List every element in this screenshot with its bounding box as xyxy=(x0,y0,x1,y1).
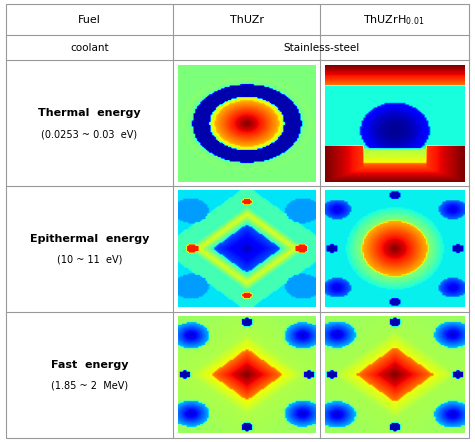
Text: ThUZr: ThUZr xyxy=(229,15,264,25)
Text: (10 ~ 11  eV): (10 ~ 11 eV) xyxy=(57,255,122,265)
Text: Stainless-steel: Stainless-steel xyxy=(283,43,359,53)
Text: coolant: coolant xyxy=(70,43,109,53)
Text: ThUZrH$_{0.01}$: ThUZrH$_{0.01}$ xyxy=(363,13,424,27)
Text: (1.85 ~ 2  MeV): (1.85 ~ 2 MeV) xyxy=(51,381,128,391)
Text: Epithermal  energy: Epithermal energy xyxy=(29,234,149,244)
Text: Fast  energy: Fast energy xyxy=(50,360,128,370)
Text: Fuel: Fuel xyxy=(78,15,101,25)
Text: Thermal  energy: Thermal energy xyxy=(38,108,141,118)
Text: (0.0253 ~ 0.03  eV): (0.0253 ~ 0.03 eV) xyxy=(41,129,137,139)
